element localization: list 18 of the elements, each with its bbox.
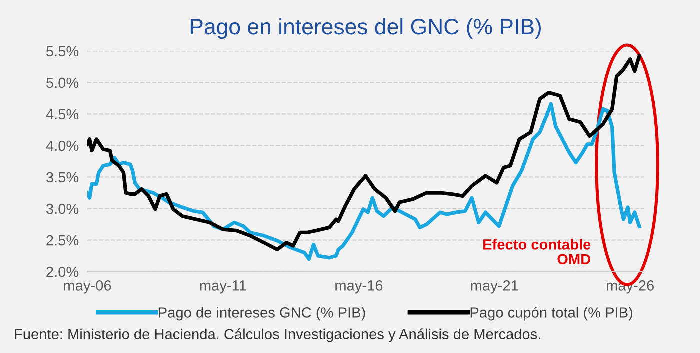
y-tick-label: 3.0% <box>46 204 79 214</box>
x-tick-label: may-16 <box>336 280 383 294</box>
y-tick-label: 5.0% <box>46 78 79 88</box>
chart-title: Pago en intereses del GNC (% PIB) <box>190 18 541 40</box>
source-note: Fuente: Ministerio de Hacienda. Cálculos Investigaciones y Análisis de Mercados. <box>15 328 540 342</box>
legend-label: Pago de intereses GNC (% PIB) <box>159 307 366 321</box>
x-tick-label: may-11 <box>200 280 246 294</box>
y-tick-label: 4.0% <box>46 140 79 152</box>
x-tick-label: may-21 <box>471 280 518 294</box>
y-tick-label: 4.5% <box>46 109 79 120</box>
y-tick-label: 2.5% <box>46 235 79 246</box>
legend-label: Pago cupón total (% PIB) <box>470 306 633 321</box>
y-tick-label: 3.5% <box>46 172 79 183</box>
y-tick-label: 5.5% <box>46 46 79 57</box>
line-series <box>88 54 642 252</box>
x-tick-label: may-06 <box>64 280 112 294</box>
y-tick-label: 2.0% <box>46 266 79 278</box>
annotation: Efecto contable OMD <box>484 239 591 265</box>
